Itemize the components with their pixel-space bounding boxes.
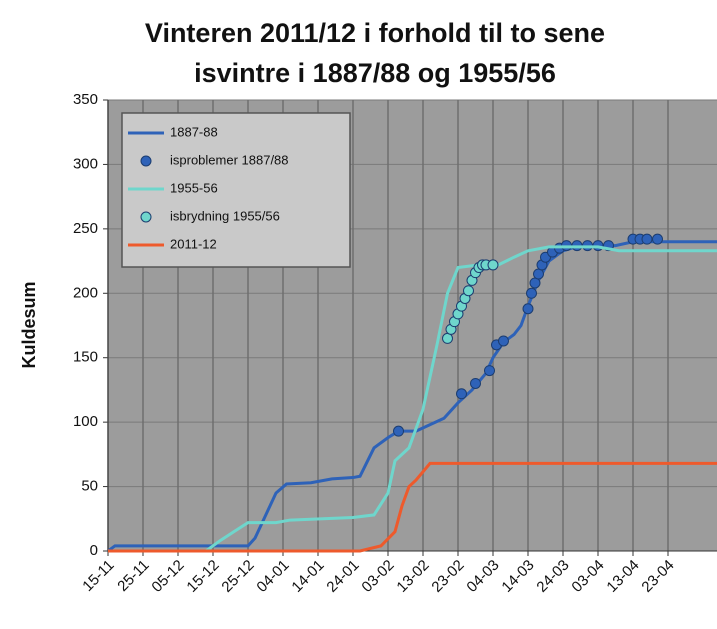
x-tick-label: 25-11 [114,557,152,595]
series-marker [487,259,499,271]
y-tick-label: 50 [81,478,98,495]
x-tick-label: 24-01 [323,557,362,596]
x-tick-label: 03-02 [358,557,397,596]
series-marker [529,277,541,289]
x-tick-label: 15-11 [79,557,117,595]
y-tick-label: 100 [73,413,98,430]
series-marker [456,388,467,400]
series-marker [393,425,404,437]
series-marker [484,365,495,377]
series-line [108,461,717,553]
legend-swatch [140,211,152,223]
series-marker [652,233,663,245]
chart-title: Vinteren 2011/12 i forhold til to sene [145,18,605,48]
x-tick-label: 04-01 [253,557,292,596]
x-tick-label: 03-04 [568,557,607,596]
x-tick-label: 15-12 [183,557,222,596]
plot-series [108,233,717,553]
legend-label: isbrydning 1955/56 [170,208,280,223]
series-marker [522,303,534,315]
chart-title: isvintre i 1887/88 og 1955/56 [194,58,556,88]
series-marker [470,377,481,389]
x-tick-label: 13-02 [393,557,432,596]
y-tick-label: 300 [73,155,98,172]
x-tick-label: 14-01 [288,557,327,596]
series-marker [533,268,544,280]
series-marker [463,285,474,297]
x-tick-label: 05-12 [148,557,187,596]
y-tick-label: 150 [73,349,98,366]
series-marker [641,233,653,245]
y-tick-label: 200 [73,284,98,301]
series-line [108,240,717,553]
series-marker [526,287,537,299]
y-tick-label: 0 [90,542,98,559]
x-tick-label: 13-04 [603,557,642,596]
legend-label: 1887-88 [170,124,218,139]
x-tick-label: 23-04 [638,557,677,596]
x-tick-label: 24-03 [533,557,572,596]
y-tick-label: 350 [73,91,98,108]
series-marker [442,332,453,344]
legend-label: 1955-56 [170,180,218,195]
series-line [108,245,717,553]
x-tick-label: 14-03 [498,557,537,596]
legend-label: isproblemer 1887/88 [170,152,289,167]
legend-swatch [140,155,152,167]
x-tick-label: 04-03 [463,557,502,596]
series-marker [498,335,509,347]
y-axis-label: Kuldesum [19,281,39,368]
y-tick-label: 250 [73,220,98,237]
x-tick-label: 25-12 [218,557,257,596]
x-tick-label: 23-02 [428,557,467,596]
legend-label: 2011-12 [170,236,217,251]
